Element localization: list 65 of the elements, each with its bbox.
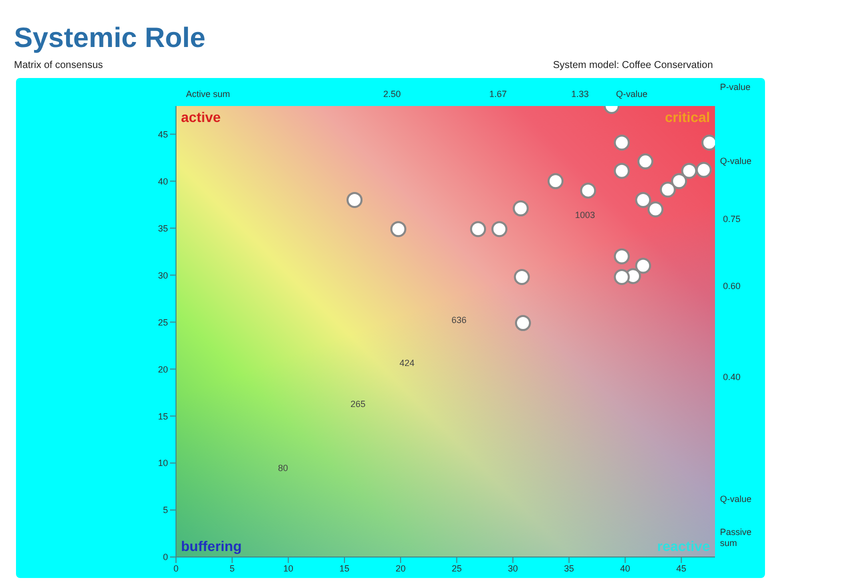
x-tick-label: 35 bbox=[564, 563, 574, 574]
point bbox=[635, 192, 652, 208]
x-tick-label: 10 bbox=[283, 563, 294, 574]
point bbox=[696, 162, 712, 178]
x-tick-label: 25 bbox=[452, 563, 462, 574]
point bbox=[548, 173, 564, 190]
point bbox=[512, 200, 529, 216]
text: 0.60 bbox=[723, 281, 741, 291]
point bbox=[614, 134, 630, 151]
text: Q-value bbox=[616, 89, 648, 99]
text: Active sum bbox=[186, 89, 230, 99]
text: 0.75 bbox=[723, 214, 741, 224]
y-tick-label: 10 bbox=[158, 458, 168, 468]
text: 2.50 bbox=[383, 89, 401, 99]
point bbox=[637, 153, 654, 170]
chart-title: Systemic Role bbox=[14, 22, 206, 54]
text: P-value bbox=[720, 82, 751, 92]
y-tick-label: 40 bbox=[158, 176, 168, 186]
point bbox=[514, 269, 530, 286]
annotation: active bbox=[181, 109, 221, 125]
annotation: 636 bbox=[451, 315, 467, 325]
x-tick-label: 30 bbox=[508, 563, 518, 574]
text: 0.40 bbox=[723, 372, 741, 382]
x-tick-label: 0 bbox=[173, 563, 179, 574]
annotation: 424 bbox=[399, 358, 415, 368]
point bbox=[346, 192, 363, 208]
text: System model: Coffee Conservation bbox=[553, 60, 713, 71]
text: 1.33 bbox=[571, 89, 589, 99]
x-tick-label: 40 bbox=[620, 563, 630, 574]
text: Matrix of consensus bbox=[14, 60, 103, 71]
text: Q-value bbox=[720, 494, 752, 504]
point bbox=[491, 221, 508, 238]
point bbox=[514, 315, 531, 332]
text: 1.67 bbox=[489, 89, 507, 99]
point bbox=[671, 173, 688, 190]
x-tick-label: 45 bbox=[676, 563, 686, 574]
annotation: buffering bbox=[181, 538, 242, 554]
point bbox=[470, 221, 486, 238]
x-tick-label: 15 bbox=[339, 563, 350, 574]
y-tick-label: 25 bbox=[158, 317, 168, 328]
point bbox=[614, 248, 630, 264]
y-tick-label: 45 bbox=[158, 129, 168, 140]
point bbox=[635, 258, 652, 274]
y-tick-label: 20 bbox=[158, 364, 168, 374]
annotation: reactive bbox=[657, 538, 710, 554]
annotation: 80 bbox=[278, 463, 288, 473]
point bbox=[580, 182, 596, 199]
text: Q-value bbox=[720, 156, 752, 166]
x-tick-label: 20 bbox=[396, 563, 406, 574]
y-tick-label: 0 bbox=[162, 552, 168, 562]
text: Passive sum bbox=[720, 527, 752, 548]
point bbox=[390, 221, 406, 238]
point bbox=[614, 162, 630, 179]
y-tick-label: 30 bbox=[158, 270, 168, 280]
point bbox=[647, 201, 664, 218]
x-tick-label: 5 bbox=[230, 563, 235, 574]
y-tick-label: 5 bbox=[162, 505, 168, 516]
y-tick-label: 35 bbox=[158, 223, 168, 234]
annotation: 1003 bbox=[574, 210, 596, 220]
point bbox=[660, 182, 676, 198]
y-tick-label: 15 bbox=[158, 411, 168, 422]
point bbox=[614, 269, 630, 286]
annotation: 265 bbox=[350, 399, 366, 409]
annotation: critical bbox=[664, 109, 710, 125]
point bbox=[681, 162, 698, 179]
